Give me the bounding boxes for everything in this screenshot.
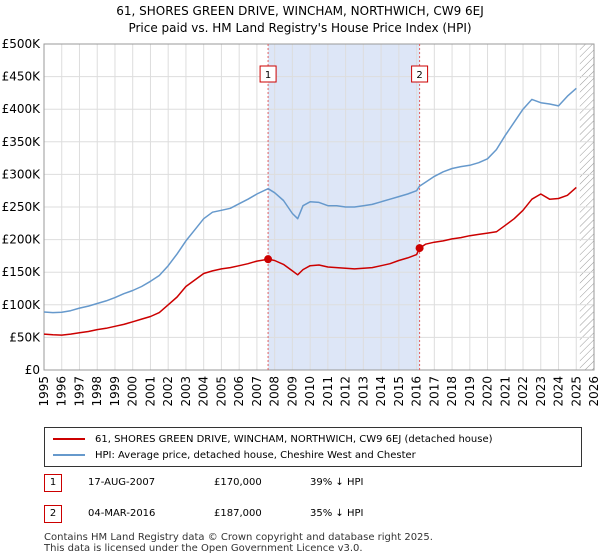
x-tick-label: 2012 (339, 376, 353, 407)
x-tick-label: 2011 (321, 376, 335, 407)
y-tick-label: £200K (2, 233, 42, 247)
x-tick-label: 2006 (232, 376, 246, 407)
sale-date: 04-MAR-2016 (88, 508, 156, 519)
legend-item-property: 61, SHORES GREEN DRIVE, WINCHAM, NORTHWI… (53, 431, 493, 447)
sale-label-box (411, 65, 429, 83)
x-tick-label: 2015 (392, 376, 406, 407)
chart-subtitle: Price paid vs. HM Land Registry's House … (128, 21, 472, 35)
legend-swatch-hpi (53, 454, 85, 456)
x-tick-label: 2000 (126, 376, 140, 407)
y-tick-label: £150K (2, 265, 42, 279)
sale-hpi-diff: 35% ↓ HPI (310, 508, 364, 519)
legend-swatch-property (53, 438, 85, 440)
sale-point (264, 255, 273, 264)
x-tick-label: 2019 (463, 376, 477, 407)
y-tick-label: £300K (2, 167, 42, 181)
x-tick-label: 1995 (37, 376, 51, 407)
x-tick-label: 2009 (285, 376, 299, 407)
x-tick-label: 2017 (427, 376, 441, 407)
y-tick-label: £400K (2, 102, 42, 116)
price-chart: £0 £50K £100K £150K £200K £250K £300K £350K £400… (2, 37, 600, 407)
footer-attribution: Contains HM Land Registry data © Crown c… (44, 532, 433, 554)
legend-label-property: 61, SHORES GREEN DRIVE, WINCHAM, NORTHWI… (95, 433, 493, 445)
y-tick-label: £350K (2, 135, 42, 149)
y-tick-label: £0 (25, 363, 40, 377)
property-price-line (43, 186, 577, 336)
footer-line-2: This data is licensed under the Open Gov… (44, 543, 363, 554)
legend-label-hpi: HPI: Average price, detached house, Ches… (95, 449, 416, 461)
x-tick-label: 2024 (552, 376, 566, 407)
y-tick-label: £50K (9, 330, 41, 344)
x-tick-label: 1997 (72, 376, 86, 407)
x-tick-label: 2023 (534, 376, 548, 407)
sale-label-text: 2 (416, 70, 422, 81)
sale-number-badge: 2 (44, 505, 62, 523)
x-tick-label: 2025 (569, 376, 583, 407)
x-tick-label: 2018 (445, 376, 459, 407)
sale-hpi-diff: 39% ↓ HPI (310, 477, 364, 488)
x-tick-label: 1996 (55, 376, 69, 407)
y-tick-label: £500K (2, 37, 42, 51)
x-tick-label: 2001 (143, 376, 157, 407)
x-tick-label: 1999 (108, 376, 122, 407)
y-tick-label: £250K (2, 200, 42, 214)
x-tick-label: 2026 (587, 376, 600, 407)
y-tick-label: £450K (2, 70, 42, 84)
sale-point (415, 244, 424, 253)
legend: 61, SHORES GREEN DRIVE, WINCHAM, NORTHWI… (44, 427, 582, 467)
x-tick-label: 2008 (268, 376, 282, 407)
x-tick-label: 2022 (516, 376, 530, 407)
x-tick-label: 2020 (481, 376, 495, 407)
sale-price: £170,000 (214, 477, 262, 488)
x-tick-label: 2005 (214, 376, 228, 407)
legend-item-hpi: HPI: Average price, detached house, Ches… (53, 447, 416, 463)
sale-date: 17-AUG-2007 (88, 477, 156, 488)
y-tick-label: £100K (2, 298, 42, 312)
x-tick-label: 2010 (303, 376, 317, 407)
x-tick-label: 2021 (498, 376, 512, 407)
hpi-line (43, 87, 577, 314)
footer-line-1: Contains HM Land Registry data © Crown c… (44, 532, 433, 543)
plot-border (43, 43, 595, 371)
x-tick-label: 2007 (250, 376, 264, 407)
x-tick-label: 2013 (356, 376, 370, 407)
sale-label-box (259, 65, 277, 83)
sale-price: £187,000 (214, 508, 262, 519)
x-tick-label: 1998 (90, 376, 104, 407)
x-tick-label: 2014 (374, 376, 388, 407)
x-tick-label: 2003 (179, 376, 193, 407)
chart-title: 61, SHORES GREEN DRIVE, WINCHAM, NORTHWI… (116, 4, 484, 18)
sale-label-text: 1 (265, 70, 271, 81)
x-tick-label: 2016 (410, 376, 424, 407)
x-tick-label: 2004 (197, 376, 211, 407)
x-tick-label: 2002 (161, 376, 175, 407)
sale-number-badge: 1 (44, 474, 62, 492)
